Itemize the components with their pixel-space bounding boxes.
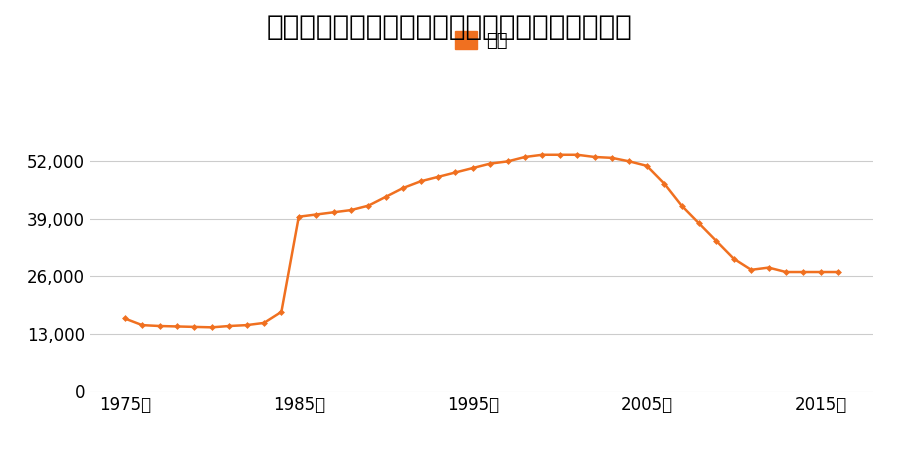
Legend: 価格: 価格 bbox=[448, 23, 515, 57]
Text: 宮城県宮城郡松島町磯崎字磯崎５２番の地価推移: 宮城県宮城郡松島町磯崎字磯崎５２番の地価推移 bbox=[267, 14, 633, 41]
